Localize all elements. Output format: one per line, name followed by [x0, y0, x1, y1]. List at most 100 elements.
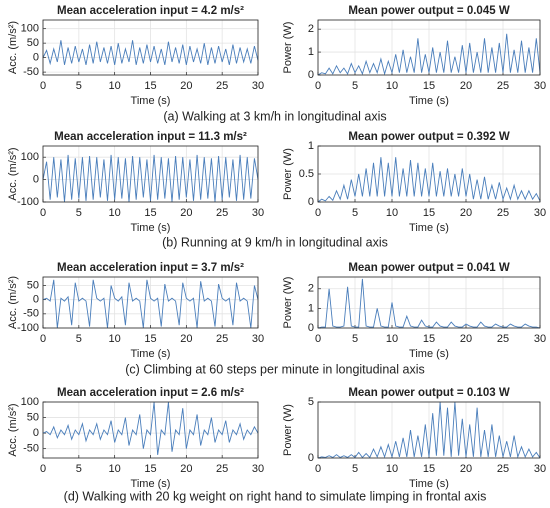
- x-tick-label: 25: [497, 333, 509, 345]
- y-tick-label: 100: [21, 151, 39, 163]
- x-tick-label: 30: [534, 333, 546, 345]
- signal-line: [317, 278, 541, 329]
- y-tick-label: 50: [27, 37, 39, 49]
- signal-line: [42, 154, 259, 203]
- x-tick-label: 30: [252, 207, 264, 219]
- x-tick-label: 0: [315, 333, 321, 345]
- y-axis-label: Acc. (m/s²): [7, 403, 19, 456]
- x-axis-label: Time (s): [409, 95, 449, 107]
- y-tick-label: 2: [308, 283, 314, 295]
- x-tick-label: 15: [423, 463, 435, 475]
- x-tick-label: 25: [497, 463, 509, 475]
- x-tick-label: 15: [144, 207, 156, 219]
- x-tick-label: 0: [315, 463, 321, 475]
- x-tick-label: 10: [386, 207, 398, 219]
- x-tick-label: 0: [40, 80, 46, 92]
- y-tick-label: -50: [23, 66, 39, 78]
- caption: (d) Walking with 20 kg weight on right h…: [64, 489, 487, 503]
- y-axis-label: Acc. (m/s²): [7, 21, 19, 74]
- x-tick-label: 5: [352, 333, 358, 345]
- axes-box: [317, 276, 541, 329]
- axes-box: [42, 276, 259, 329]
- x-tick-label: 20: [460, 80, 472, 92]
- subplot-title: Mean power output = 0.041 W: [348, 262, 509, 274]
- x-axis-label: Time (s): [409, 478, 449, 490]
- x-tick-label: 20: [180, 207, 192, 219]
- y-tick-label: 0: [308, 69, 314, 81]
- y-tick-label: 100: [21, 396, 39, 408]
- subplot-title: Mean power output = 0.103 W: [348, 387, 509, 399]
- x-tick-label: 10: [109, 80, 121, 92]
- axes-box: [42, 145, 259, 203]
- y-tick-label: -50: [23, 308, 39, 320]
- caption: (c) Climbing at 60 steps per minute in l…: [125, 362, 424, 376]
- subplot-title: Mean acceleration input = 3.7 m/s²: [57, 262, 244, 274]
- x-tick-label: 15: [423, 207, 435, 219]
- y-tick-label: 1: [308, 140, 314, 152]
- x-tick-label: 20: [460, 333, 472, 345]
- y-axis-label: Power (W): [282, 404, 294, 456]
- y-axis-label: Acc. (m/s²): [7, 147, 19, 200]
- subplot-title: Mean acceleration input = 4.2 m/s²: [57, 5, 244, 17]
- x-tick-label: 15: [423, 80, 435, 92]
- x-tick-label: 30: [252, 80, 264, 92]
- signal-line: [42, 401, 259, 455]
- x-tick-label: 10: [386, 463, 398, 475]
- x-tick-label: 25: [216, 80, 228, 92]
- signal-line: [317, 33, 541, 76]
- x-axis-label: Time (s): [131, 478, 171, 490]
- x-tick-label: 30: [534, 80, 546, 92]
- y-axis-label: Power (W): [282, 277, 294, 329]
- x-tick-label: 20: [460, 207, 472, 219]
- x-axis-label: Time (s): [131, 95, 171, 107]
- x-tick-label: 5: [352, 207, 358, 219]
- y-tick-label: 2: [308, 23, 314, 35]
- x-tick-label: 25: [216, 463, 228, 475]
- signal-line: [42, 279, 259, 329]
- subplot-title: Mean power output = 0.045 W: [348, 5, 509, 17]
- subplot-title: Mean acceleration input = 2.6 m/s²: [57, 387, 244, 399]
- x-tick-label: 20: [180, 80, 192, 92]
- x-tick-label: 25: [497, 207, 509, 219]
- y-tick-label: 0: [308, 452, 314, 464]
- signal-line: [42, 40, 259, 66]
- x-tick-label: 0: [315, 207, 321, 219]
- y-tick-label: 50: [27, 279, 39, 291]
- x-tick-label: 10: [109, 463, 121, 475]
- x-axis-label: Time (s): [409, 348, 449, 360]
- x-tick-label: 30: [252, 463, 264, 475]
- x-tick-label: 20: [180, 333, 192, 345]
- x-tick-label: 10: [386, 80, 398, 92]
- y-tick-label: 50: [27, 411, 39, 423]
- x-tick-label: 0: [40, 207, 46, 219]
- x-tick-label: 25: [216, 333, 228, 345]
- x-tick-label: 5: [76, 333, 82, 345]
- y-tick-label: 5: [308, 396, 314, 408]
- y-tick-label: -100: [17, 322, 39, 334]
- x-tick-label: 20: [180, 463, 192, 475]
- x-tick-label: 5: [76, 80, 82, 92]
- signal-line: [317, 401, 541, 459]
- y-axis-label: Power (W): [282, 148, 294, 200]
- x-tick-label: 5: [76, 207, 82, 219]
- x-tick-label: 0: [315, 80, 321, 92]
- x-tick-label: 25: [497, 80, 509, 92]
- axes-box: [42, 401, 259, 459]
- y-tick-label: 0: [308, 322, 314, 334]
- x-tick-label: 30: [534, 463, 546, 475]
- y-axis-label: Acc. (m/s²): [7, 276, 19, 329]
- x-tick-label: 10: [386, 333, 398, 345]
- axes-box: [317, 19, 541, 76]
- subplot-title: Mean acceleration input = 11.3 m/s²: [54, 131, 247, 143]
- x-tick-label: 5: [352, 463, 358, 475]
- x-tick-label: 25: [216, 207, 228, 219]
- y-tick-label: 0: [33, 294, 39, 306]
- x-tick-label: 10: [109, 207, 121, 219]
- x-tick-label: 15: [144, 333, 156, 345]
- x-tick-label: 30: [252, 333, 264, 345]
- x-tick-label: 0: [40, 333, 46, 345]
- x-tick-label: 15: [423, 333, 435, 345]
- x-tick-label: 5: [352, 80, 358, 92]
- x-axis-label: Time (s): [131, 348, 171, 360]
- x-tick-label: 10: [109, 333, 121, 345]
